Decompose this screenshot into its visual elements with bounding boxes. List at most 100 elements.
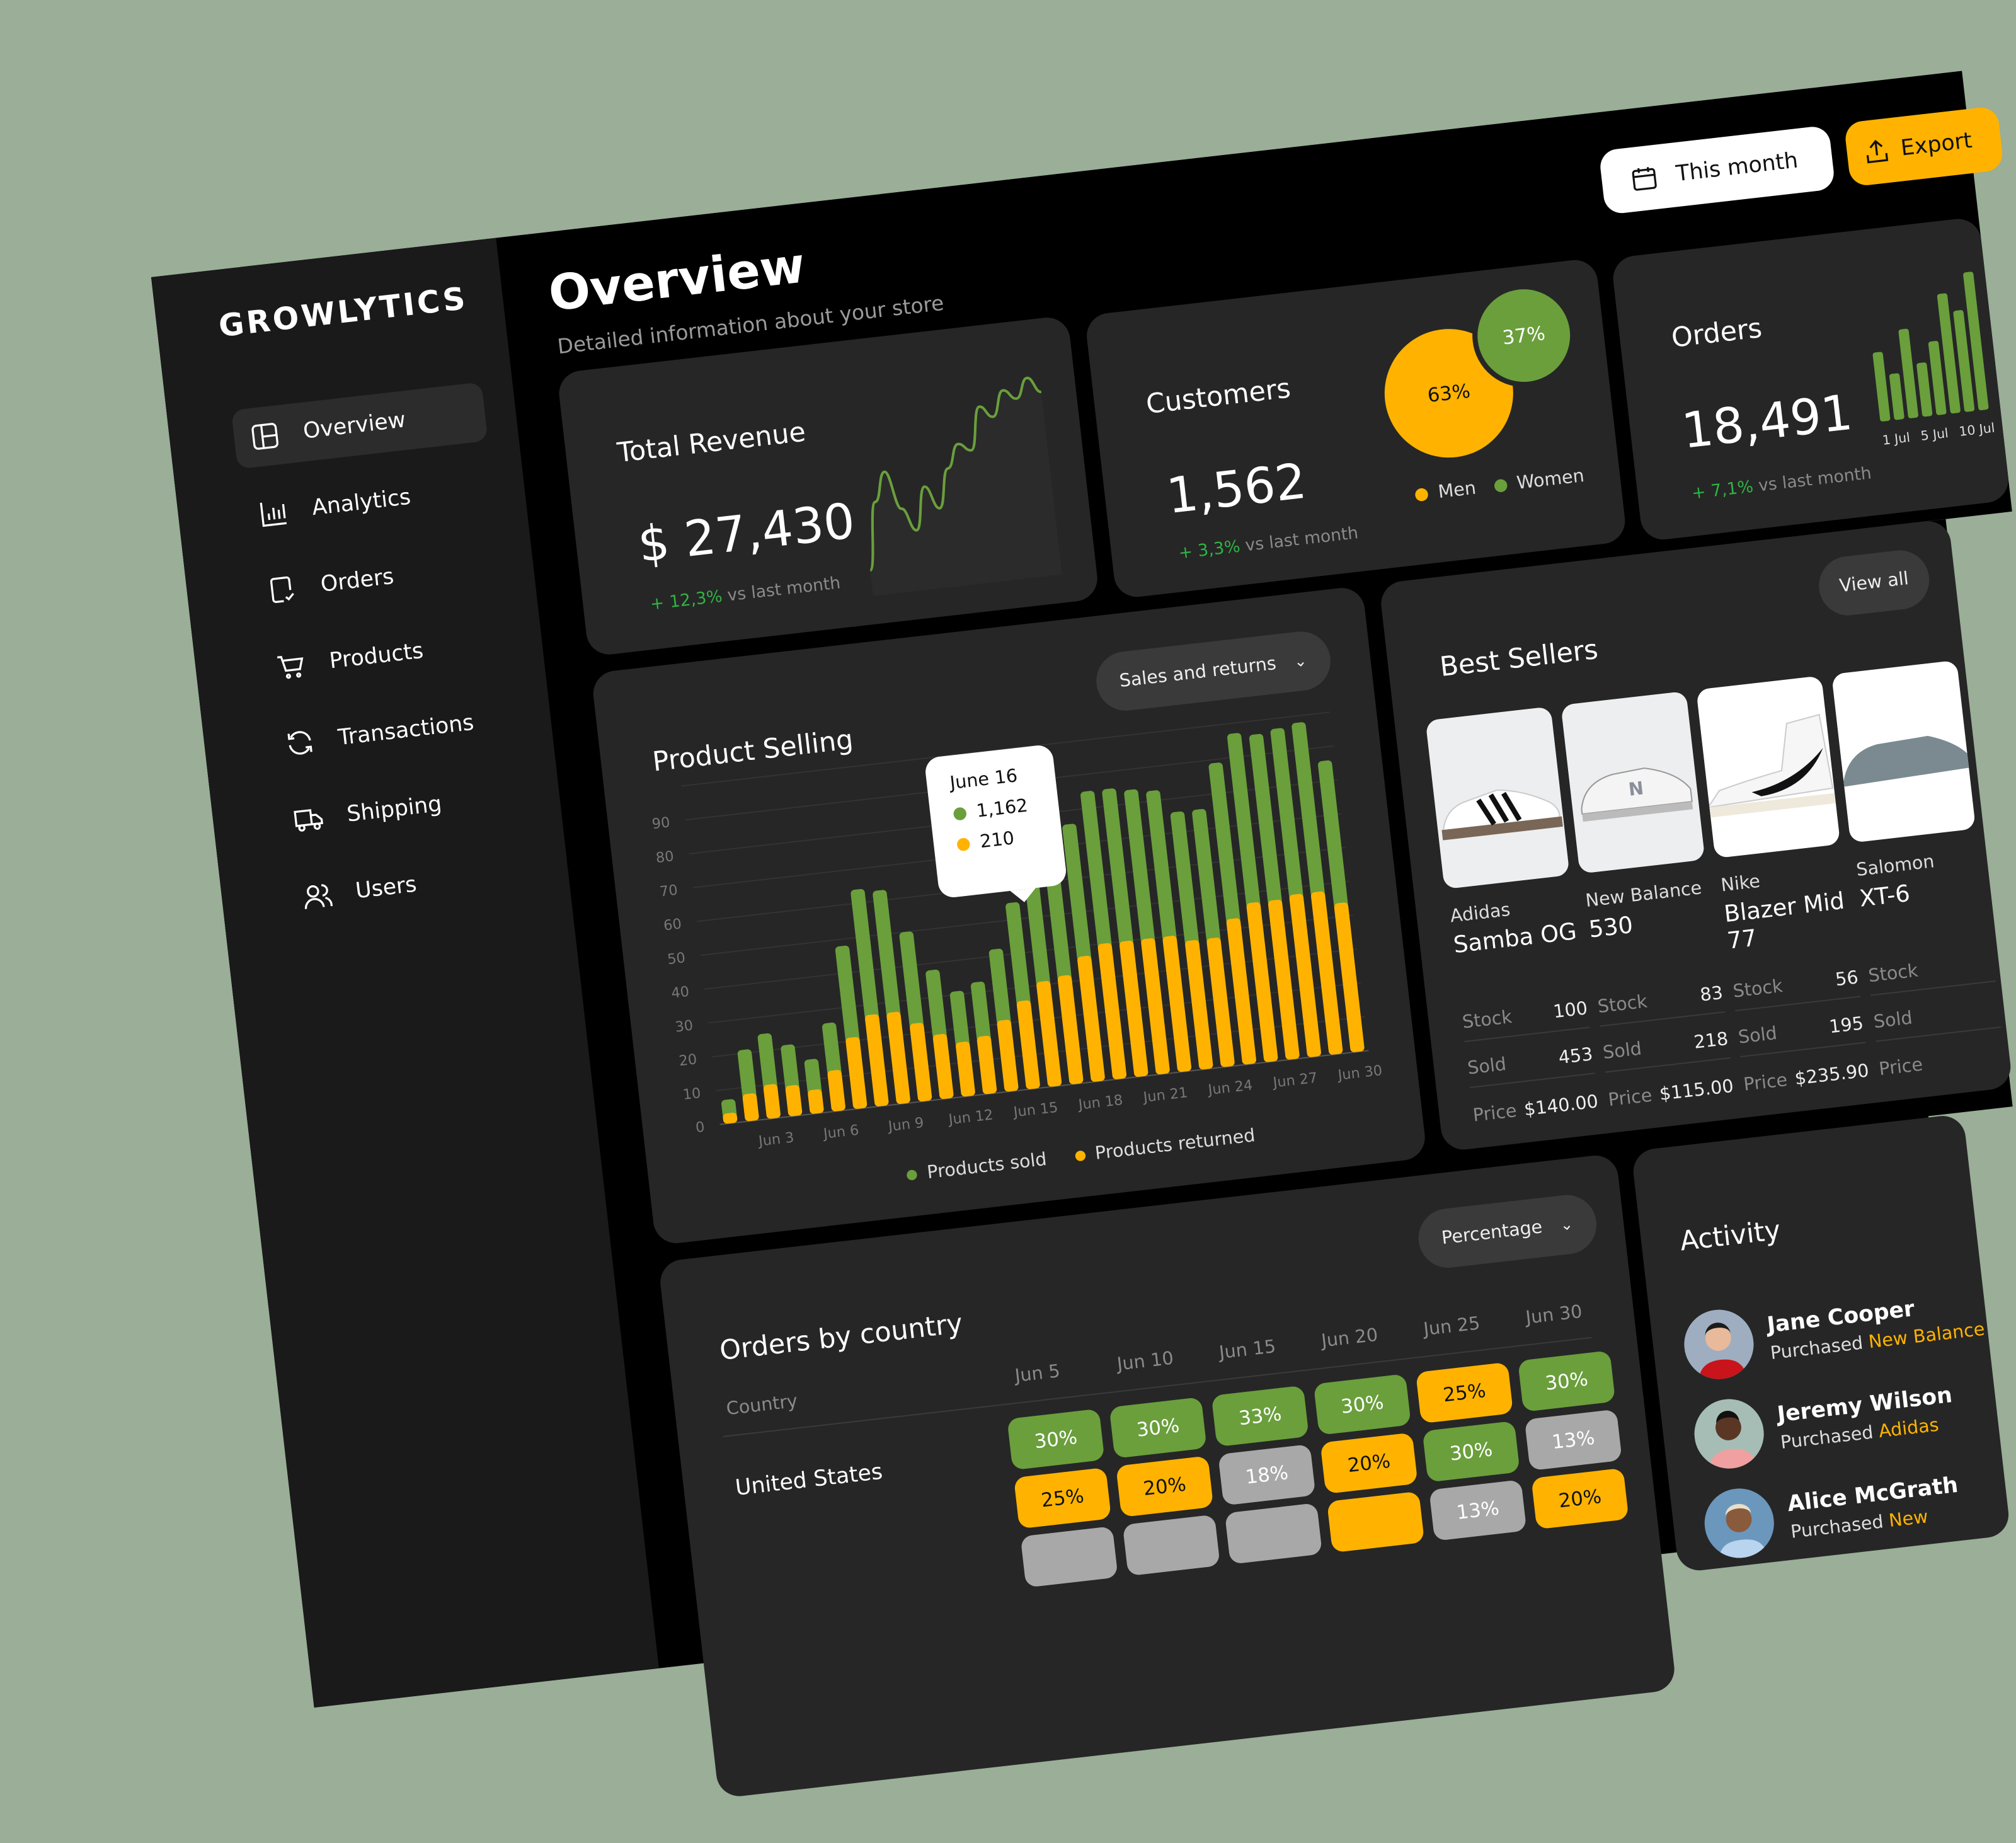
bar-products-sold[interactable] [988, 948, 1011, 1026]
bar-products-returned[interactable] [785, 1084, 803, 1117]
bar-products-sold[interactable] [1044, 856, 1072, 982]
bar-products-sold[interactable] [1208, 762, 1240, 925]
bar-products-sold[interactable] [970, 981, 991, 1042]
bar-products-returned[interactable] [1226, 918, 1257, 1065]
bar-products-sold[interactable] [822, 1022, 842, 1076]
heatmap-cell[interactable]: 25% [1415, 1362, 1514, 1424]
bar-products-returned[interactable] [808, 1089, 825, 1114]
bar-products-returned[interactable] [1036, 980, 1062, 1087]
sidebar-item-orders[interactable]: Orders [248, 535, 505, 622]
bar-products-sold[interactable] [1124, 789, 1155, 944]
bar-products-returned[interactable] [976, 1035, 997, 1094]
bar-products-returned[interactable] [1206, 937, 1235, 1067]
bar-products-sold[interactable] [949, 990, 970, 1048]
bar-products-sold[interactable] [757, 1033, 777, 1090]
bar-products-sold[interactable] [850, 888, 879, 1021]
bar-products-returned[interactable] [886, 1011, 911, 1105]
heatmap-cell[interactable]: 30% [1313, 1374, 1411, 1435]
bar-products-returned[interactable] [1268, 899, 1300, 1060]
activity-product-link[interactable]: New [1887, 1507, 1930, 1532]
sidebar-item-overview[interactable]: Overview [231, 382, 488, 469]
bar-products-sold[interactable] [1146, 790, 1177, 943]
heatmap-cell[interactable]: 30% [1007, 1408, 1105, 1471]
bar-products-sold[interactable] [804, 1059, 822, 1096]
bar-products-returned[interactable] [1162, 935, 1192, 1072]
activity-item[interactable]: Alice McGrath Purchased New [1700, 1464, 1964, 1562]
bar-products-sold[interactable] [1292, 722, 1326, 898]
product-image[interactable] [1696, 675, 1841, 859]
bar-products-returned[interactable] [1057, 975, 1084, 1084]
product-image[interactable] [1425, 706, 1570, 890]
bar-products-sold[interactable] [1270, 728, 1303, 900]
bar-products-returned[interactable] [827, 1069, 846, 1111]
bar-products-returned[interactable] [845, 1036, 868, 1109]
bar-products-sold[interactable] [1249, 733, 1282, 906]
heatmap-cell[interactable]: 18% [1218, 1444, 1316, 1506]
bar-products-returned[interactable] [1184, 939, 1213, 1070]
bar-products-sold[interactable] [1005, 902, 1031, 1007]
sidebar-item-products[interactable]: Products [257, 612, 514, 699]
activity-item[interactable]: Jeremy Wilson Purchased Adidas [1690, 1374, 1958, 1473]
bar-products-sold[interactable] [1024, 876, 1051, 987]
bar-products-returned[interactable] [723, 1112, 738, 1124]
heatmap-cell[interactable]: 13% [1524, 1409, 1622, 1471]
bar-products-returned[interactable] [763, 1084, 781, 1119]
bar-products-sold[interactable] [925, 969, 948, 1040]
bar-products-sold[interactable] [899, 931, 924, 1030]
bar-products-sold[interactable] [737, 1049, 757, 1099]
bar-products-sold[interactable] [1062, 824, 1092, 962]
bar-products-returned[interactable] [1334, 902, 1365, 1053]
heatmap-cell[interactable] [1020, 1526, 1118, 1588]
bar-products-returned[interactable] [1097, 943, 1127, 1079]
bar-products-sold[interactable] [1227, 733, 1261, 909]
bar-products-returned[interactable] [955, 1041, 975, 1097]
bar-products-returned[interactable] [1310, 891, 1343, 1055]
heatmap-cell[interactable]: 25% [1013, 1467, 1112, 1529]
heatmap-cell[interactable]: 13% [1429, 1479, 1527, 1541]
bar-products-returned[interactable] [1246, 902, 1278, 1062]
bar-products-sold[interactable] [781, 1044, 800, 1091]
date-range-button[interactable]: This month [1598, 125, 1836, 215]
sidebar-item-users[interactable]: Users [284, 842, 541, 929]
orders-bar[interactable] [1889, 373, 1905, 420]
heatmap-cell[interactable]: 30% [1422, 1420, 1520, 1483]
heatmap-cell[interactable] [1122, 1514, 1220, 1576]
bar-products-sold[interactable] [1170, 811, 1200, 946]
view-all-button[interactable]: View all [1816, 547, 1933, 619]
bar-products-returned[interactable] [1119, 940, 1148, 1077]
sidebar-item-shipping[interactable]: Shipping [275, 765, 532, 852]
orders-bar[interactable] [1872, 352, 1891, 422]
heatmap-cell[interactable]: 20% [1320, 1432, 1418, 1495]
bar-products-returned[interactable] [1016, 1000, 1040, 1089]
sidebar-item-transactions[interactable]: Transactions [266, 689, 523, 776]
heatmap-cell[interactable]: 20% [1116, 1455, 1214, 1518]
heatmap-cell[interactable]: 20% [1531, 1467, 1629, 1530]
bar-products-sold[interactable] [1102, 788, 1134, 947]
bar-products-sold[interactable] [835, 945, 860, 1043]
bar-products-returned[interactable] [1141, 938, 1171, 1075]
bar-products-returned[interactable] [932, 1033, 954, 1099]
orders-bar[interactable] [1928, 341, 1947, 416]
export-button[interactable]: Export [1843, 105, 2005, 187]
bar-products-sold[interactable] [1317, 760, 1348, 909]
bar-products-returned[interactable] [1289, 893, 1322, 1057]
bar-products-returned[interactable] [742, 1093, 759, 1122]
metric-dropdown[interactable]: Percentage ⌄ [1415, 1191, 1600, 1271]
product-image[interactable] [1831, 660, 1976, 843]
orders-bar[interactable] [1963, 272, 1989, 411]
heatmap-cell[interactable] [1327, 1491, 1425, 1553]
bar-products-returned[interactable] [1077, 955, 1105, 1082]
orders-bar[interactable] [1898, 328, 1918, 418]
orders-bar[interactable] [1916, 362, 1933, 417]
bar-products-returned[interactable] [997, 1019, 1019, 1092]
activity-product-link[interactable]: Adidas [1877, 1415, 1940, 1443]
sidebar-item-analytics[interactable]: Analytics [240, 459, 497, 546]
heatmap-cell[interactable]: 33% [1211, 1385, 1309, 1447]
heatmap-cell[interactable]: 30% [1518, 1350, 1616, 1412]
orders-bar[interactable] [1937, 293, 1961, 414]
bar-products-returned[interactable] [909, 1023, 932, 1102]
bar-products-sold[interactable] [1080, 790, 1112, 950]
orders-bar[interactable] [1953, 310, 1975, 412]
bar-products-sold[interactable] [873, 890, 901, 1018]
bar-products-sold[interactable] [1192, 808, 1221, 944]
